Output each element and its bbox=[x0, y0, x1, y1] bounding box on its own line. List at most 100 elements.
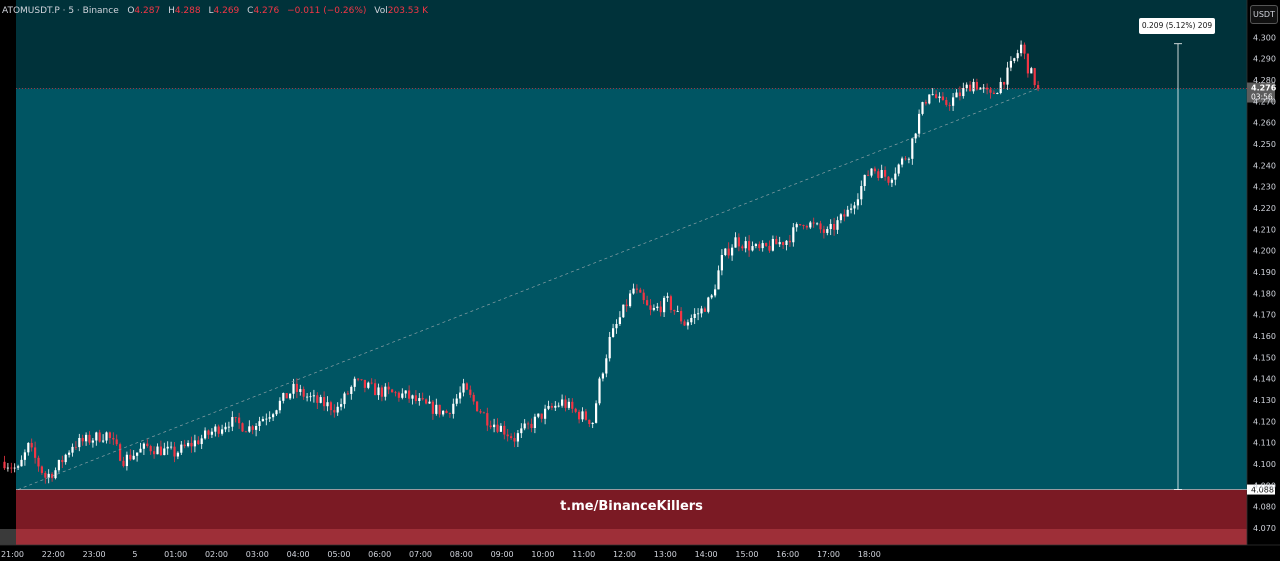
candle-body bbox=[499, 425, 502, 432]
candle-body bbox=[938, 96, 941, 98]
candle-body bbox=[877, 171, 880, 178]
candle-body bbox=[795, 224, 798, 228]
candle-body bbox=[425, 399, 428, 404]
candle-body bbox=[744, 241, 747, 249]
candle-body bbox=[846, 209, 849, 217]
candle-body bbox=[652, 308, 655, 310]
candle-body bbox=[112, 438, 115, 440]
candle-body bbox=[370, 382, 373, 384]
candle-body bbox=[292, 383, 295, 394]
time-tick-label: 04:00 bbox=[287, 550, 310, 559]
candle-body bbox=[540, 413, 543, 419]
price-tick-label: 4.240 bbox=[1253, 161, 1276, 170]
candle-body bbox=[210, 431, 213, 435]
candle-body bbox=[234, 417, 237, 418]
candle-body bbox=[656, 306, 659, 309]
candle-body bbox=[391, 389, 394, 393]
high-label: H bbox=[168, 6, 175, 16]
candle-body bbox=[248, 426, 251, 432]
candle-body bbox=[734, 237, 737, 248]
candle-body bbox=[153, 451, 156, 455]
ticker-symbol[interactable]: ATOMUSDT.P · 5 · Binance bbox=[2, 6, 119, 16]
candle-body bbox=[680, 311, 683, 322]
candle-body bbox=[149, 446, 152, 452]
candle-body bbox=[1023, 44, 1026, 54]
candle-body bbox=[697, 313, 700, 315]
candle-body bbox=[122, 460, 125, 467]
candle-body bbox=[459, 392, 462, 399]
candle-body bbox=[642, 292, 645, 301]
candle-body bbox=[856, 199, 859, 206]
candle-body bbox=[649, 305, 652, 310]
candle-body bbox=[414, 395, 417, 402]
watermark-text: t.me/BinanceKillers bbox=[560, 499, 703, 514]
candle-body bbox=[588, 419, 591, 424]
candle-body bbox=[258, 421, 261, 426]
candle-body bbox=[992, 92, 995, 94]
candle-body bbox=[608, 336, 611, 359]
candle-body bbox=[319, 397, 322, 403]
candle-body bbox=[867, 174, 870, 176]
time-axis-bg bbox=[0, 545, 1280, 561]
time-tick-label: 21:00 bbox=[1, 550, 24, 559]
candle-body bbox=[955, 92, 958, 98]
time-axis: 21:00 22:00 23:00 5 01:00 02:00 03:00 04:00 05:0… bbox=[1, 550, 881, 559]
candle-body bbox=[159, 446, 162, 456]
candle-body bbox=[64, 454, 67, 463]
candle-body bbox=[261, 419, 264, 422]
time-tick-label: 09:00 bbox=[491, 550, 514, 559]
candle-body bbox=[190, 442, 193, 447]
low-value: 4.269 bbox=[213, 6, 240, 16]
candle-body bbox=[850, 208, 853, 210]
candle-body bbox=[295, 383, 298, 392]
candle-body bbox=[1006, 67, 1009, 85]
candle-body bbox=[435, 404, 438, 414]
axis-corner bbox=[0, 529, 16, 545]
candle-body bbox=[207, 430, 210, 435]
candle-body bbox=[156, 446, 159, 455]
countdown-label: 03:56 bbox=[1251, 93, 1273, 102]
candle-body bbox=[34, 447, 37, 458]
candle-body bbox=[493, 424, 496, 428]
candle-body bbox=[44, 472, 47, 478]
price-tick-label: 4.150 bbox=[1253, 353, 1276, 362]
candle-body bbox=[948, 104, 951, 106]
candle-body bbox=[537, 413, 540, 417]
candle-body bbox=[533, 416, 536, 428]
candle-body bbox=[799, 224, 802, 226]
candle-body bbox=[1037, 85, 1040, 89]
close-label: C bbox=[247, 6, 254, 16]
candle-body bbox=[972, 81, 975, 92]
price-tick-label: 4.290 bbox=[1253, 55, 1276, 64]
candle-body bbox=[584, 411, 587, 420]
candle-body bbox=[445, 410, 448, 413]
currency-button[interactable]: USDT bbox=[1250, 5, 1278, 24]
candle-body bbox=[486, 413, 489, 426]
candle-body bbox=[731, 247, 734, 256]
candle-body bbox=[54, 470, 57, 479]
candle-body bbox=[999, 81, 1002, 94]
stop-zone-lower bbox=[0, 529, 1247, 545]
candle-body bbox=[802, 225, 805, 227]
price-tick-label: 4.280 bbox=[1253, 76, 1276, 85]
candle-body bbox=[792, 227, 795, 243]
candle-body bbox=[227, 426, 230, 428]
candle-body bbox=[751, 246, 754, 251]
candle-body bbox=[1013, 58, 1016, 61]
candle-body bbox=[1033, 68, 1036, 86]
candle-body bbox=[822, 229, 825, 233]
candle-body bbox=[469, 389, 472, 395]
candle-body bbox=[676, 311, 679, 312]
open-value: 4.287 bbox=[134, 6, 161, 16]
candle-body bbox=[68, 452, 71, 455]
candle-body bbox=[775, 238, 778, 245]
candle-body bbox=[703, 308, 706, 312]
candle-body bbox=[380, 387, 383, 397]
candle-body bbox=[880, 169, 883, 178]
candle-body bbox=[166, 446, 169, 449]
measure-label: 0.209 (5.12%) 209 bbox=[1139, 18, 1215, 34]
candle-body bbox=[506, 434, 509, 437]
candle-body bbox=[387, 386, 390, 390]
candle-body bbox=[98, 432, 101, 442]
